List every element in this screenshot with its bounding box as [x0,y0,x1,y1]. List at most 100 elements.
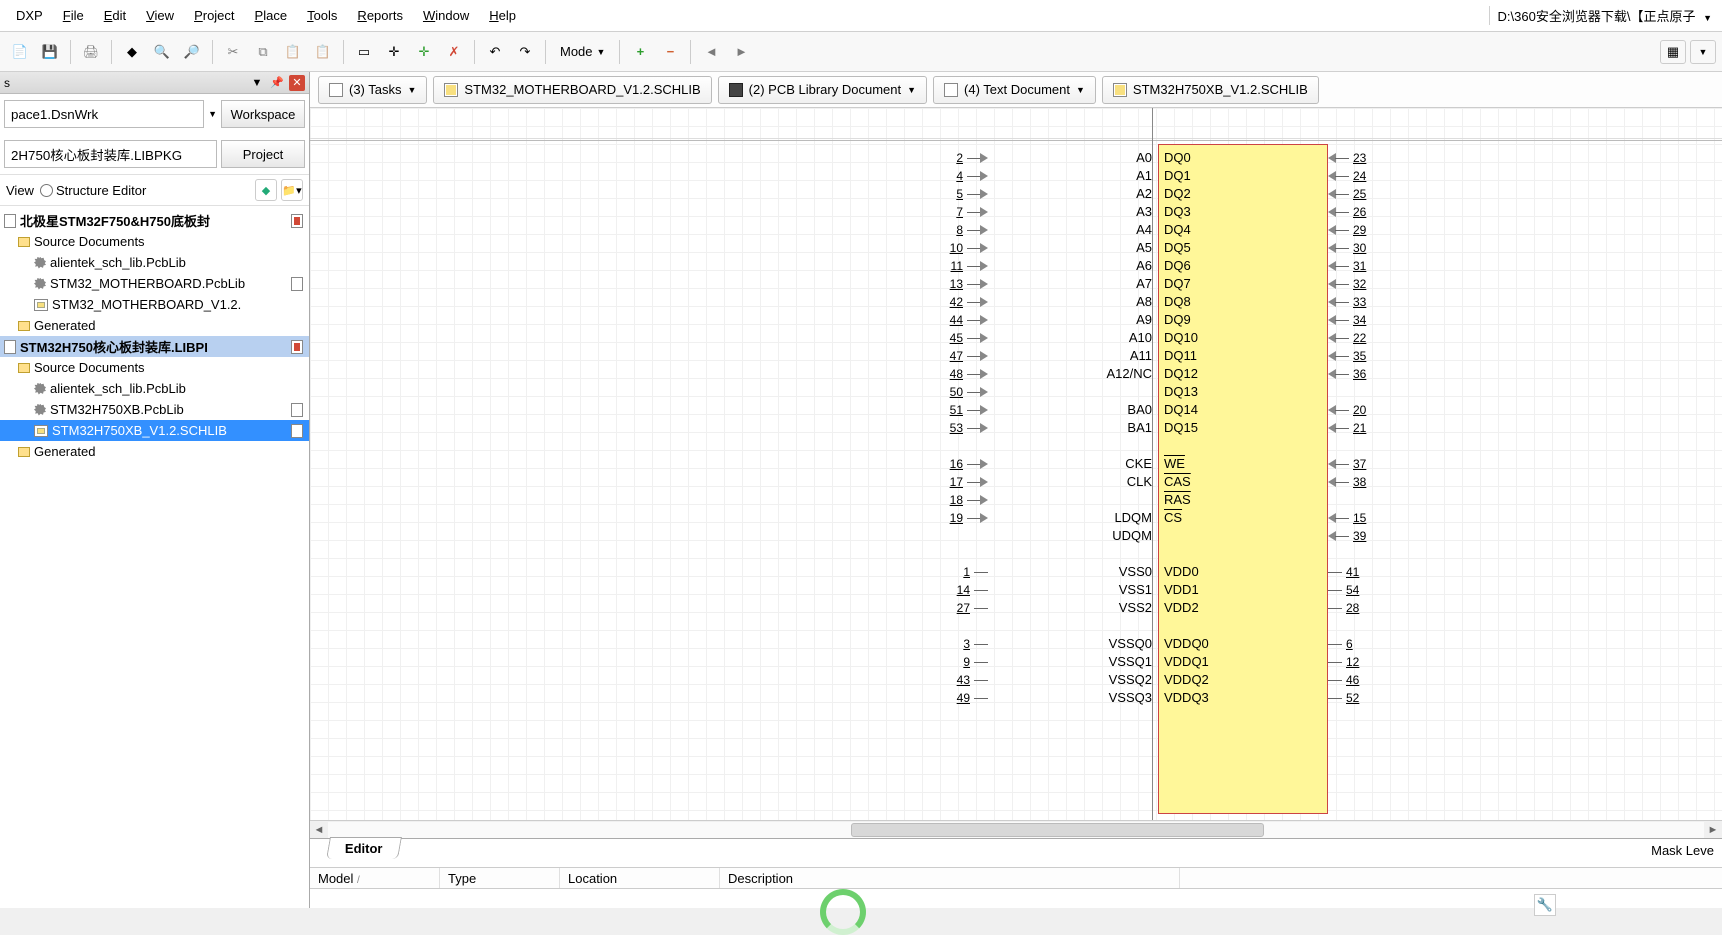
tree-node[interactable]: 北极星STM32F750&H750底板封 [0,210,309,231]
tree-node[interactable]: STM32H750XB_V1.2.SCHLIB [0,420,309,441]
component-pin[interactable]: 32 [1328,275,1370,293]
menu-reports[interactable]: Reports [347,4,413,27]
component-pin[interactable]: 41 [1328,563,1363,581]
layers-icon[interactable]: ◆ [118,38,146,66]
project-input[interactable] [4,140,217,168]
component-pin[interactable]: 12 [1328,653,1363,671]
grid-dropdown-icon[interactable]: ▼ [1690,40,1716,64]
component-pin[interactable]: 19 [946,509,988,527]
component-pin[interactable]: 26 [1328,203,1370,221]
tree-node[interactable]: Source Documents [0,357,309,378]
plus-icon[interactable]: + [626,38,654,66]
schematic-canvas[interactable]: DQ02DQ14DQ25DQ37DQ48DQ510DQ611DQ713DQ842… [310,108,1722,838]
zoom-in-icon[interactable]: 🔍 [148,38,176,66]
menu-place[interactable]: Place [245,4,298,27]
component-pin[interactable]: 1 [959,563,988,581]
panel-dropdown-icon[interactable]: ▼ [249,75,265,91]
document-tab[interactable]: STM32H750XB_V1.2.SCHLIB [1102,76,1319,104]
component-pin[interactable]: 50 [946,383,988,401]
component-pin[interactable]: 24 [1328,167,1370,185]
tree-node[interactable]: alientek_sch_lib.PcbLib [0,378,309,399]
component-pin[interactable]: 4 [952,167,988,185]
component-pin[interactable]: 25 [1328,185,1370,203]
document-tab[interactable]: (4) Text Document▼ [933,76,1096,104]
new-icon[interactable]: 📄 [6,38,34,66]
component-pin[interactable]: 17 [946,473,988,491]
select-rect-icon[interactable]: ▭ [350,38,378,66]
project-button[interactable]: Project [221,140,305,168]
component-pin[interactable]: 14 [953,581,988,599]
nav-fwd-icon[interactable]: ► [727,38,755,66]
component-pin[interactable]: 37 [1328,455,1370,473]
component-pin[interactable]: 20 [1328,401,1370,419]
scroll-track[interactable] [328,822,1704,838]
component-pin[interactable]: 43 [953,671,988,689]
menu-help[interactable]: Help [479,4,526,27]
menu-file[interactable]: File [53,4,94,27]
cross-del-icon[interactable]: ✗ [440,38,468,66]
component-pin[interactable]: 23 [1328,149,1370,167]
component-pin[interactable]: 11 [947,257,988,275]
component-pin[interactable]: 52 [1328,689,1363,707]
column-header[interactable]: Model / [310,868,440,888]
cross-add-icon[interactable]: ✛ [410,38,438,66]
tree-node[interactable]: STM32H750XB.PcbLib [0,399,309,420]
paste-icon[interactable]: 📋 [279,38,307,66]
column-header[interactable]: Type [440,868,560,888]
component-pin[interactable]: 31 [1328,257,1370,275]
component-pin[interactable]: 44 [946,311,988,329]
copy-icon[interactable]: ⧉ [249,38,277,66]
tree-node[interactable]: alientek_sch_lib.PcbLib [0,252,309,273]
open-icon[interactable]: 💾 [36,38,64,66]
component-pin[interactable]: 51 [946,401,988,419]
component-pin[interactable]: 2 [952,149,988,167]
component-pin[interactable]: 5 [952,185,988,203]
component-pin[interactable]: 49 [953,689,988,707]
panel-pin-icon[interactable]: 📌 [269,75,285,91]
document-tab[interactable]: (3) Tasks▼ [318,76,427,104]
component-pin[interactable]: 8 [952,221,988,239]
structure-radio[interactable]: Structure Editor [40,183,146,198]
component-pin[interactable]: 39 [1328,527,1370,545]
print-icon[interactable]: 🖨 [77,38,105,66]
prop-tool-icon[interactable]: 🔧 [1534,894,1556,916]
tree-node[interactable]: Generated [0,441,309,462]
component-pin[interactable]: 13 [946,275,988,293]
tree-node[interactable]: STM32_MOTHERBOARD_V1.2. [0,294,309,315]
grid-toggle-icon[interactable]: ▦ [1660,40,1686,64]
column-header[interactable]: Location [560,868,720,888]
component-pin[interactable]: 48 [946,365,988,383]
panel-close-icon[interactable]: ✕ [289,75,305,91]
menu-project[interactable]: Project [184,4,244,27]
crosshair-icon[interactable]: ✛ [380,38,408,66]
editor-tab[interactable]: Editor [326,837,401,859]
component-pin[interactable]: 53 [946,419,988,437]
view-radio[interactable]: View [6,183,34,198]
menu-dxp[interactable]: DXP [6,4,53,27]
undo-icon[interactable]: ↶ [481,38,509,66]
component-pin[interactable]: 47 [946,347,988,365]
horizontal-scrollbar[interactable]: ◄ ► [310,820,1722,838]
compile-icon[interactable]: ◆ [255,179,277,201]
component-pin[interactable]: 30 [1328,239,1370,257]
component-pin[interactable]: 38 [1328,473,1370,491]
menu-view[interactable]: View [136,4,184,27]
component-pin[interactable]: 21 [1328,419,1370,437]
component-pin[interactable]: 42 [946,293,988,311]
zoom-out-icon[interactable]: 🔎 [178,38,206,66]
scroll-left-icon[interactable]: ◄ [310,822,328,838]
component-pin[interactable]: 9 [959,653,988,671]
component-pin[interactable]: 54 [1328,581,1363,599]
component-pin[interactable]: 16 [946,455,988,473]
component-pin[interactable]: 46 [1328,671,1363,689]
mode-dropdown[interactable]: Mode▼ [552,40,613,63]
column-header[interactable]: Description [720,868,1180,888]
component-pin[interactable]: 34 [1328,311,1370,329]
scroll-right-icon[interactable]: ► [1704,822,1722,838]
cut-icon[interactable]: ✂ [219,38,247,66]
component-pin[interactable]: 45 [946,329,988,347]
component-pin[interactable]: 3 [959,635,988,653]
component-pin[interactable]: 22 [1328,329,1370,347]
tree-node[interactable]: STM32_MOTHERBOARD.PcbLib [0,273,309,294]
component-pin[interactable]: 18 [946,491,988,509]
